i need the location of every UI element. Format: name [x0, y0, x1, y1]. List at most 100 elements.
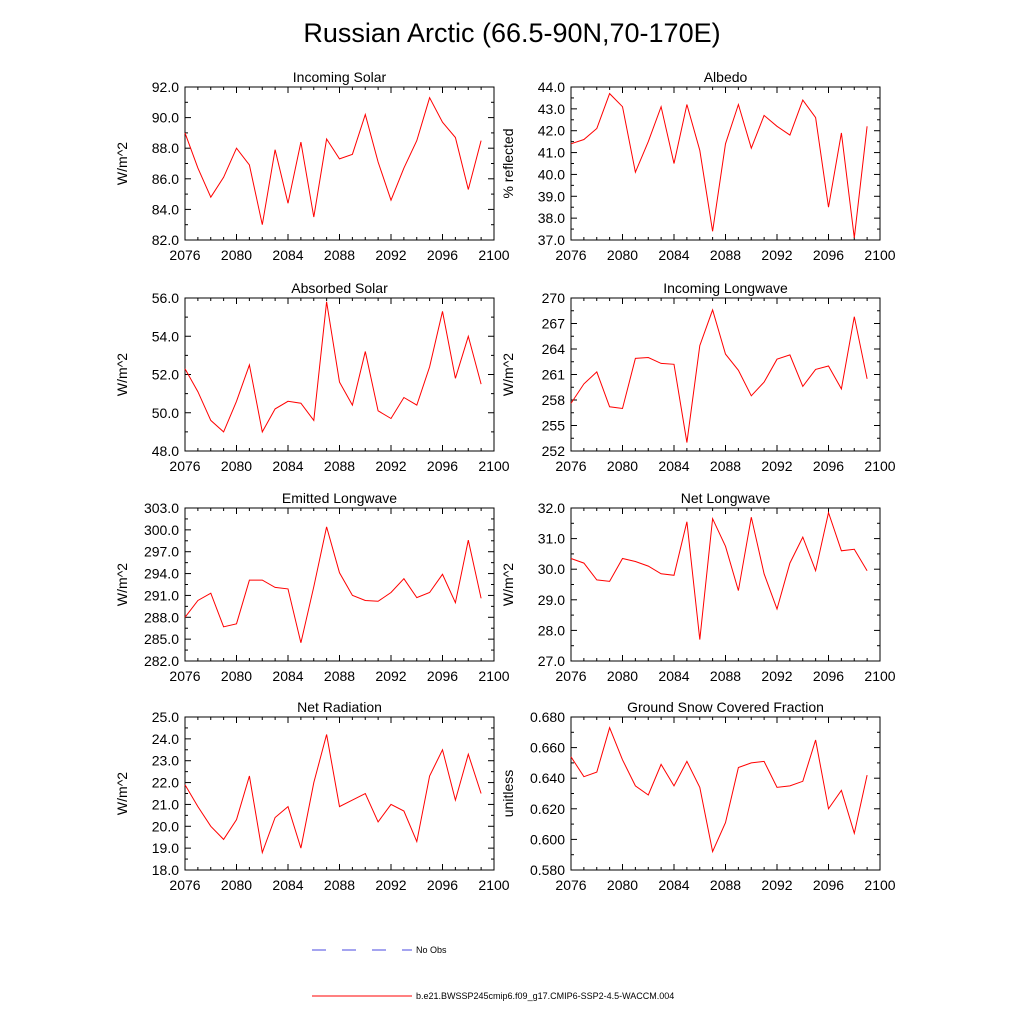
y-axis-label: % reflected — [500, 128, 516, 198]
x-tick-label: 2092 — [375, 877, 406, 893]
x-tick-label: 2080 — [221, 458, 252, 474]
x-tick-label: 2080 — [221, 877, 252, 893]
y-axis-label: W/m^2 — [500, 563, 516, 606]
x-tick-label: 2076 — [169, 458, 200, 474]
y-tick-label: 24.0 — [152, 731, 179, 747]
y-tick-label: 90.0 — [152, 110, 179, 126]
y-tick-label: 42.0 — [538, 123, 565, 139]
x-tick-label: 2076 — [555, 668, 586, 684]
panel-title: Net Longwave — [681, 490, 771, 506]
series-line-emitted-longwave — [184, 526, 482, 643]
x-tick-label: 2096 — [427, 877, 458, 893]
panel-title: Albedo — [704, 69, 748, 85]
series-line-albedo — [570, 92, 868, 238]
x-tick-label: 2100 — [864, 668, 895, 684]
y-tick-label: 25.0 — [152, 709, 179, 725]
y-tick-label: 86.0 — [152, 171, 179, 187]
panel-title: Emitted Longwave — [282, 490, 397, 506]
y-tick-label: 0.580 — [530, 862, 565, 878]
y-tick-label: 44.0 — [538, 79, 565, 95]
y-tick-label: 56.0 — [152, 290, 179, 306]
x-tick-label: 2084 — [272, 247, 303, 263]
x-tick-label: 2100 — [478, 877, 509, 893]
x-tick-label: 2080 — [221, 668, 252, 684]
x-tick-label: 2088 — [710, 458, 741, 474]
y-tick-label: 52.0 — [152, 367, 179, 383]
y-tick-label: 84.0 — [152, 201, 179, 217]
y-tick-label: 22.0 — [152, 775, 179, 791]
x-tick-label: 2088 — [324, 247, 355, 263]
x-tick-label: 2084 — [658, 247, 689, 263]
y-tick-label: 297.0 — [144, 544, 179, 560]
y-axis-label: W/m^2 — [114, 563, 130, 606]
page-title: Russian Arctic (66.5-90N,70-170E) — [303, 18, 720, 48]
x-tick-label: 2080 — [607, 877, 638, 893]
x-tick-label: 2092 — [761, 877, 792, 893]
panel-title: Net Radiation — [297, 699, 382, 715]
y-tick-label: 31.0 — [538, 531, 565, 547]
y-tick-label: 303.0 — [144, 500, 179, 516]
y-tick-label: 29.0 — [538, 592, 565, 608]
series-line-incoming-solar — [184, 96, 482, 225]
y-tick-label: 258 — [542, 392, 566, 408]
y-tick-label: 0.620 — [530, 801, 565, 817]
panel-incoming-solar: Incoming Solar W/m^2 2076 2080 2084 2088 2092 2… — [114, 69, 510, 263]
y-tick-label: 88.0 — [152, 140, 179, 156]
y-tick-label: 270 — [542, 290, 566, 306]
panel-title: Incoming Solar — [293, 69, 387, 85]
y-tick-label: 0.660 — [530, 740, 565, 756]
x-tick-label: 2092 — [761, 668, 792, 684]
x-tick-label: 2092 — [375, 668, 406, 684]
y-axis-label: W/m^2 — [114, 772, 130, 815]
y-tick-label: 252 — [542, 443, 566, 459]
y-tick-label: 37.0 — [538, 232, 565, 248]
x-tick-label: 2096 — [813, 247, 844, 263]
panel-emitted-longwave: Emitted Longwave W/m^2 2076 2080 2084 2088 209… — [114, 490, 510, 684]
x-tick-label: 2080 — [221, 247, 252, 263]
y-tick-label: 288.0 — [144, 609, 179, 625]
x-tick-label: 2084 — [658, 877, 689, 893]
x-tick-label: 2096 — [427, 668, 458, 684]
y-tick-label: 0.600 — [530, 831, 565, 847]
series-line-net-longwave — [570, 510, 868, 640]
x-tick-label: 2076 — [555, 247, 586, 263]
x-tick-label: 2076 — [169, 877, 200, 893]
x-tick-label: 2080 — [607, 247, 638, 263]
x-tick-label: 2092 — [375, 247, 406, 263]
panel-title: Absorbed Solar — [291, 280, 388, 296]
x-tick-label: 2084 — [658, 458, 689, 474]
y-tick-label: 40.0 — [538, 166, 565, 182]
y-tick-label: 291.0 — [144, 587, 179, 603]
panels: Incoming Solar W/m^2 2076 2080 2084 2088 2092 2… — [114, 69, 896, 893]
series-line-incoming-longwave — [570, 308, 868, 443]
panel-title: Ground Snow Covered Fraction — [627, 699, 824, 715]
y-tick-label: 54.0 — [152, 328, 179, 344]
x-tick-label: 2084 — [272, 458, 303, 474]
y-tick-label: 30.0 — [538, 561, 565, 577]
y-axis-label: W/m^2 — [114, 142, 130, 185]
y-tick-label: 82.0 — [152, 232, 179, 248]
y-tick-label: 0.640 — [530, 770, 565, 786]
y-tick-label: 261 — [542, 367, 566, 383]
series-line-ground-snow-covered-fraction — [570, 726, 868, 854]
x-tick-label: 2080 — [607, 458, 638, 474]
y-tick-label: 28.0 — [538, 622, 565, 638]
y-tick-label: 41.0 — [538, 145, 565, 161]
legend: No Obs b.e21.BWSSP245cmip6.f09_g17.CMIP6… — [312, 945, 674, 1001]
x-tick-label: 2092 — [761, 458, 792, 474]
x-tick-label: 2088 — [324, 458, 355, 474]
x-tick-label: 2092 — [761, 247, 792, 263]
y-tick-label: 21.0 — [152, 796, 179, 812]
x-tick-label: 2100 — [478, 668, 509, 684]
panel-ground-snow-covered-fraction: Ground Snow Covered Fraction unitless 2076… — [500, 699, 896, 893]
y-tick-label: 43.0 — [538, 101, 565, 117]
x-tick-label: 2096 — [813, 877, 844, 893]
y-tick-label: 50.0 — [152, 405, 179, 421]
panel-albedo: Albedo % reflected 2076 2080 2084 2088 2092 209… — [500, 69, 896, 263]
x-tick-label: 2100 — [864, 458, 895, 474]
panel-net-longwave: Net Longwave W/m^2 2076 2080 2084 2088 2092 209… — [500, 490, 896, 684]
x-tick-label: 2096 — [813, 668, 844, 684]
y-tick-label: 267 — [542, 316, 566, 332]
y-tick-label: 32.0 — [538, 500, 565, 516]
